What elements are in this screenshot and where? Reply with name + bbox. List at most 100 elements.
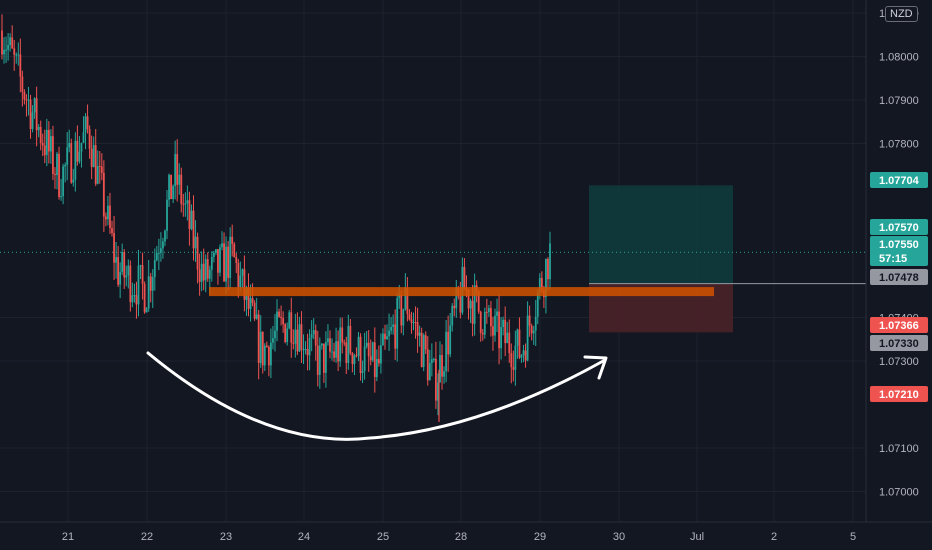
candle-body: [204, 259, 207, 281]
candle-body: [463, 266, 466, 290]
candle-body: [192, 210, 195, 249]
candle-body: [1, 30, 3, 55]
candle-body: [471, 300, 474, 324]
time-axis[interactable]: 21 22 23 24 25 28 29 30 Jul 2 5: [62, 531, 856, 543]
price-tag-low: [870, 335, 928, 351]
candle-body: [261, 331, 264, 366]
candle-body: [388, 330, 390, 337]
candle-body: [196, 236, 199, 270]
candle-body: [481, 332, 484, 335]
price-tag-current: [870, 236, 928, 266]
candle-body: [439, 355, 441, 383]
candle-body: [479, 311, 482, 333]
candle-body: [274, 330, 276, 339]
candle-body: [504, 319, 507, 344]
candle-body: [373, 342, 376, 378]
candle-body: [347, 325, 350, 364]
candle-body: [526, 315, 529, 361]
candle-body: [276, 311, 278, 331]
candle-body: [402, 309, 405, 326]
candle-body: [512, 367, 515, 370]
candle-body: [538, 278, 541, 292]
candle-body: [308, 337, 311, 356]
candle-body: [536, 291, 539, 317]
candle-body: [231, 236, 234, 244]
candle-body: [443, 371, 445, 377]
candle-body: [304, 349, 307, 351]
candle-body: [64, 164, 67, 167]
candle-body: [306, 349, 309, 356]
candle-body: [233, 243, 236, 257]
candle-body: [408, 314, 411, 320]
candle-body: [284, 324, 287, 342]
candle-body: [78, 151, 81, 162]
price-tag-stop-level: [870, 386, 928, 402]
candle-body: [217, 249, 219, 273]
candle-body: [253, 302, 256, 319]
candle-body: [514, 345, 517, 370]
candle-body: [82, 132, 85, 143]
candle-body: [74, 140, 77, 180]
candle-body: [492, 326, 494, 336]
candle-body: [353, 355, 356, 365]
price-tag-label: 1.07550: [879, 239, 919, 251]
candle-body: [92, 145, 95, 167]
candle-body: [428, 363, 431, 381]
candle-body: [27, 99, 30, 101]
candle-body: [249, 298, 252, 309]
price-tag-label: 1.07366: [879, 320, 919, 332]
candle-body: [390, 326, 393, 331]
candle-body: [320, 343, 323, 346]
candle-body: [35, 98, 38, 131]
candle-body: [365, 342, 368, 347]
candle-body: [9, 37, 12, 45]
candle-body: [455, 287, 458, 309]
candle-body: [180, 174, 183, 204]
candle-body: [166, 199, 168, 231]
x-tick-label: 29: [534, 531, 546, 543]
candle-body: [339, 327, 342, 362]
candle-body: [215, 249, 217, 253]
candle-body: [133, 295, 136, 297]
candle-body: [239, 275, 242, 288]
candle-body: [186, 200, 189, 204]
candle-body: [361, 371, 364, 374]
candle-body: [518, 329, 521, 358]
candle-body: [377, 358, 380, 364]
candle-body: [506, 332, 509, 344]
candle-body: [282, 317, 285, 325]
candle-body: [237, 262, 240, 288]
candle-body: [109, 205, 111, 229]
candle-body: [437, 382, 439, 401]
candle-body: [270, 342, 272, 366]
candle-body: [349, 325, 352, 353]
candle-body: [351, 352, 354, 365]
candle-body: [345, 342, 348, 364]
candle-body: [84, 116, 87, 133]
support-zone: [209, 287, 714, 297]
x-tick-label: 2: [771, 531, 777, 543]
candle-body: [33, 98, 36, 113]
price-tag-entry: [870, 269, 928, 285]
candle-body: [359, 336, 362, 374]
candle-body: [129, 265, 132, 303]
candle-body: [272, 338, 274, 343]
candle-body: [522, 350, 525, 356]
candle-body: [15, 54, 18, 56]
candle-body: [451, 305, 454, 326]
candle-body: [52, 136, 54, 174]
candle-body: [422, 335, 425, 368]
candle-body: [127, 265, 130, 276]
candle-body: [420, 332, 423, 368]
candle-body: [200, 263, 203, 282]
currency-badge[interactable]: NZD: [885, 6, 918, 22]
candle-body: [159, 248, 162, 253]
candle-body: [188, 200, 191, 229]
candle-body: [331, 351, 333, 353]
y-tick-label: 1.07900: [879, 95, 919, 107]
candle-body: [131, 295, 134, 303]
x-tick-label: 24: [298, 531, 310, 543]
x-tick-label: 28: [455, 531, 467, 543]
